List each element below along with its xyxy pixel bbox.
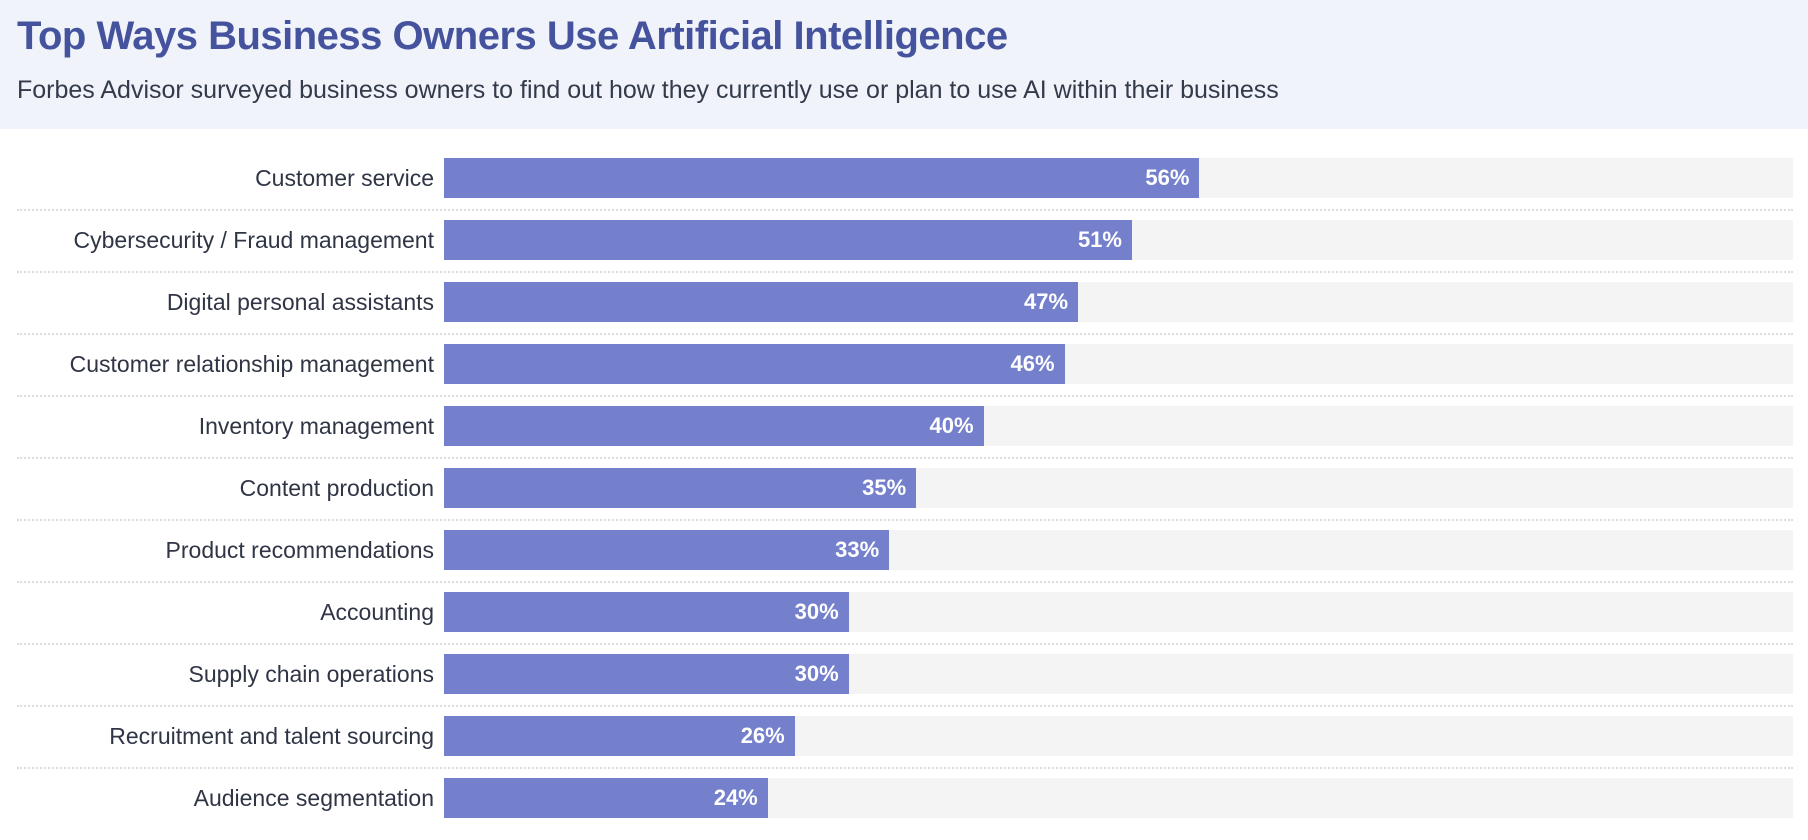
row-divider bbox=[17, 209, 1793, 211]
bar: 40% bbox=[444, 406, 984, 446]
value-label: 24% bbox=[713, 785, 758, 810]
category-label: Audience segmentation bbox=[193, 785, 434, 811]
category-label: Cybersecurity / Fraud management bbox=[73, 227, 435, 253]
bar: 51% bbox=[444, 220, 1132, 260]
category-label: Digital personal assistants bbox=[166, 289, 434, 315]
bar-track: 56% bbox=[444, 158, 1793, 198]
bar-track: 47% bbox=[444, 282, 1793, 322]
value-label: 47% bbox=[1023, 289, 1069, 314]
bar-row: Product recommendations 33% bbox=[0, 530, 1808, 592]
bar-track: 33% bbox=[444, 530, 1793, 570]
value-label: 35% bbox=[862, 475, 907, 500]
row-divider bbox=[17, 271, 1793, 273]
bar-track: 30% bbox=[444, 654, 1793, 694]
row-divider bbox=[17, 519, 1793, 521]
row-divider bbox=[17, 395, 1793, 397]
bar-row: Recruitment and talent sourcing 26% bbox=[0, 716, 1808, 778]
value-label: 26% bbox=[740, 723, 785, 748]
bar-track: 26% bbox=[444, 716, 1793, 756]
chart-header: Top Ways Business Owners Use Artificial … bbox=[0, 0, 1808, 129]
category-label: Customer service bbox=[255, 165, 434, 191]
bar-track: 51% bbox=[444, 220, 1793, 260]
bar-row: Customer service 56% bbox=[0, 158, 1808, 220]
bar-row: Content production 35% bbox=[0, 468, 1808, 530]
bar-track: 46% bbox=[444, 344, 1793, 384]
row-divider bbox=[17, 457, 1793, 459]
bar-row: Supply chain operations 30% bbox=[0, 654, 1808, 716]
value-label: 46% bbox=[1010, 351, 1055, 376]
chart-title: Top Ways Business Owners Use Artificial … bbox=[17, 14, 1008, 58]
bar: 30% bbox=[444, 592, 849, 632]
category-label: Content production bbox=[239, 475, 434, 501]
bar: 30% bbox=[444, 654, 849, 694]
bar-row: Inventory management 40% bbox=[0, 406, 1808, 468]
category-label: Inventory management bbox=[198, 413, 434, 439]
bar: 47% bbox=[444, 282, 1079, 322]
bar: 35% bbox=[444, 468, 917, 508]
bar: 24% bbox=[444, 778, 768, 818]
value-label: 30% bbox=[794, 661, 839, 686]
row-divider bbox=[17, 705, 1793, 707]
bar-row: Accounting 30% bbox=[0, 592, 1808, 654]
bar-row: Digital personal assistants 47% bbox=[0, 282, 1808, 344]
category-label: Product recommendations bbox=[165, 537, 434, 563]
bar: 46% bbox=[444, 344, 1065, 384]
value-label: 40% bbox=[929, 413, 974, 438]
category-label: Accounting bbox=[320, 599, 434, 625]
bar-row: Cybersecurity / Fraud management 51% bbox=[0, 220, 1808, 282]
row-divider bbox=[17, 767, 1793, 769]
bar-row: Audience segmentation 24% bbox=[0, 778, 1808, 840]
row-divider bbox=[17, 333, 1793, 335]
bar-row: Customer relationship management 46% bbox=[0, 344, 1808, 406]
bar: 56% bbox=[444, 158, 1200, 198]
bar-track: 40% bbox=[444, 406, 1793, 446]
bar-track: 30% bbox=[444, 592, 1793, 632]
row-divider bbox=[17, 581, 1793, 583]
chart-subtitle: Forbes Advisor surveyed business owners … bbox=[17, 76, 1279, 104]
bar: 33% bbox=[444, 530, 890, 570]
bar-track: 35% bbox=[444, 468, 1793, 508]
value-label: 33% bbox=[835, 537, 880, 562]
bar: 26% bbox=[444, 716, 795, 756]
row-divider bbox=[17, 643, 1793, 645]
value-label: 51% bbox=[1077, 227, 1122, 252]
bar-track: 24% bbox=[444, 778, 1793, 818]
value-label: 56% bbox=[1145, 165, 1190, 190]
category-label: Customer relationship management bbox=[69, 351, 434, 377]
category-label: Recruitment and talent sourcing bbox=[109, 723, 434, 749]
category-label: Supply chain operations bbox=[188, 661, 435, 687]
value-label: 30% bbox=[794, 599, 839, 624]
